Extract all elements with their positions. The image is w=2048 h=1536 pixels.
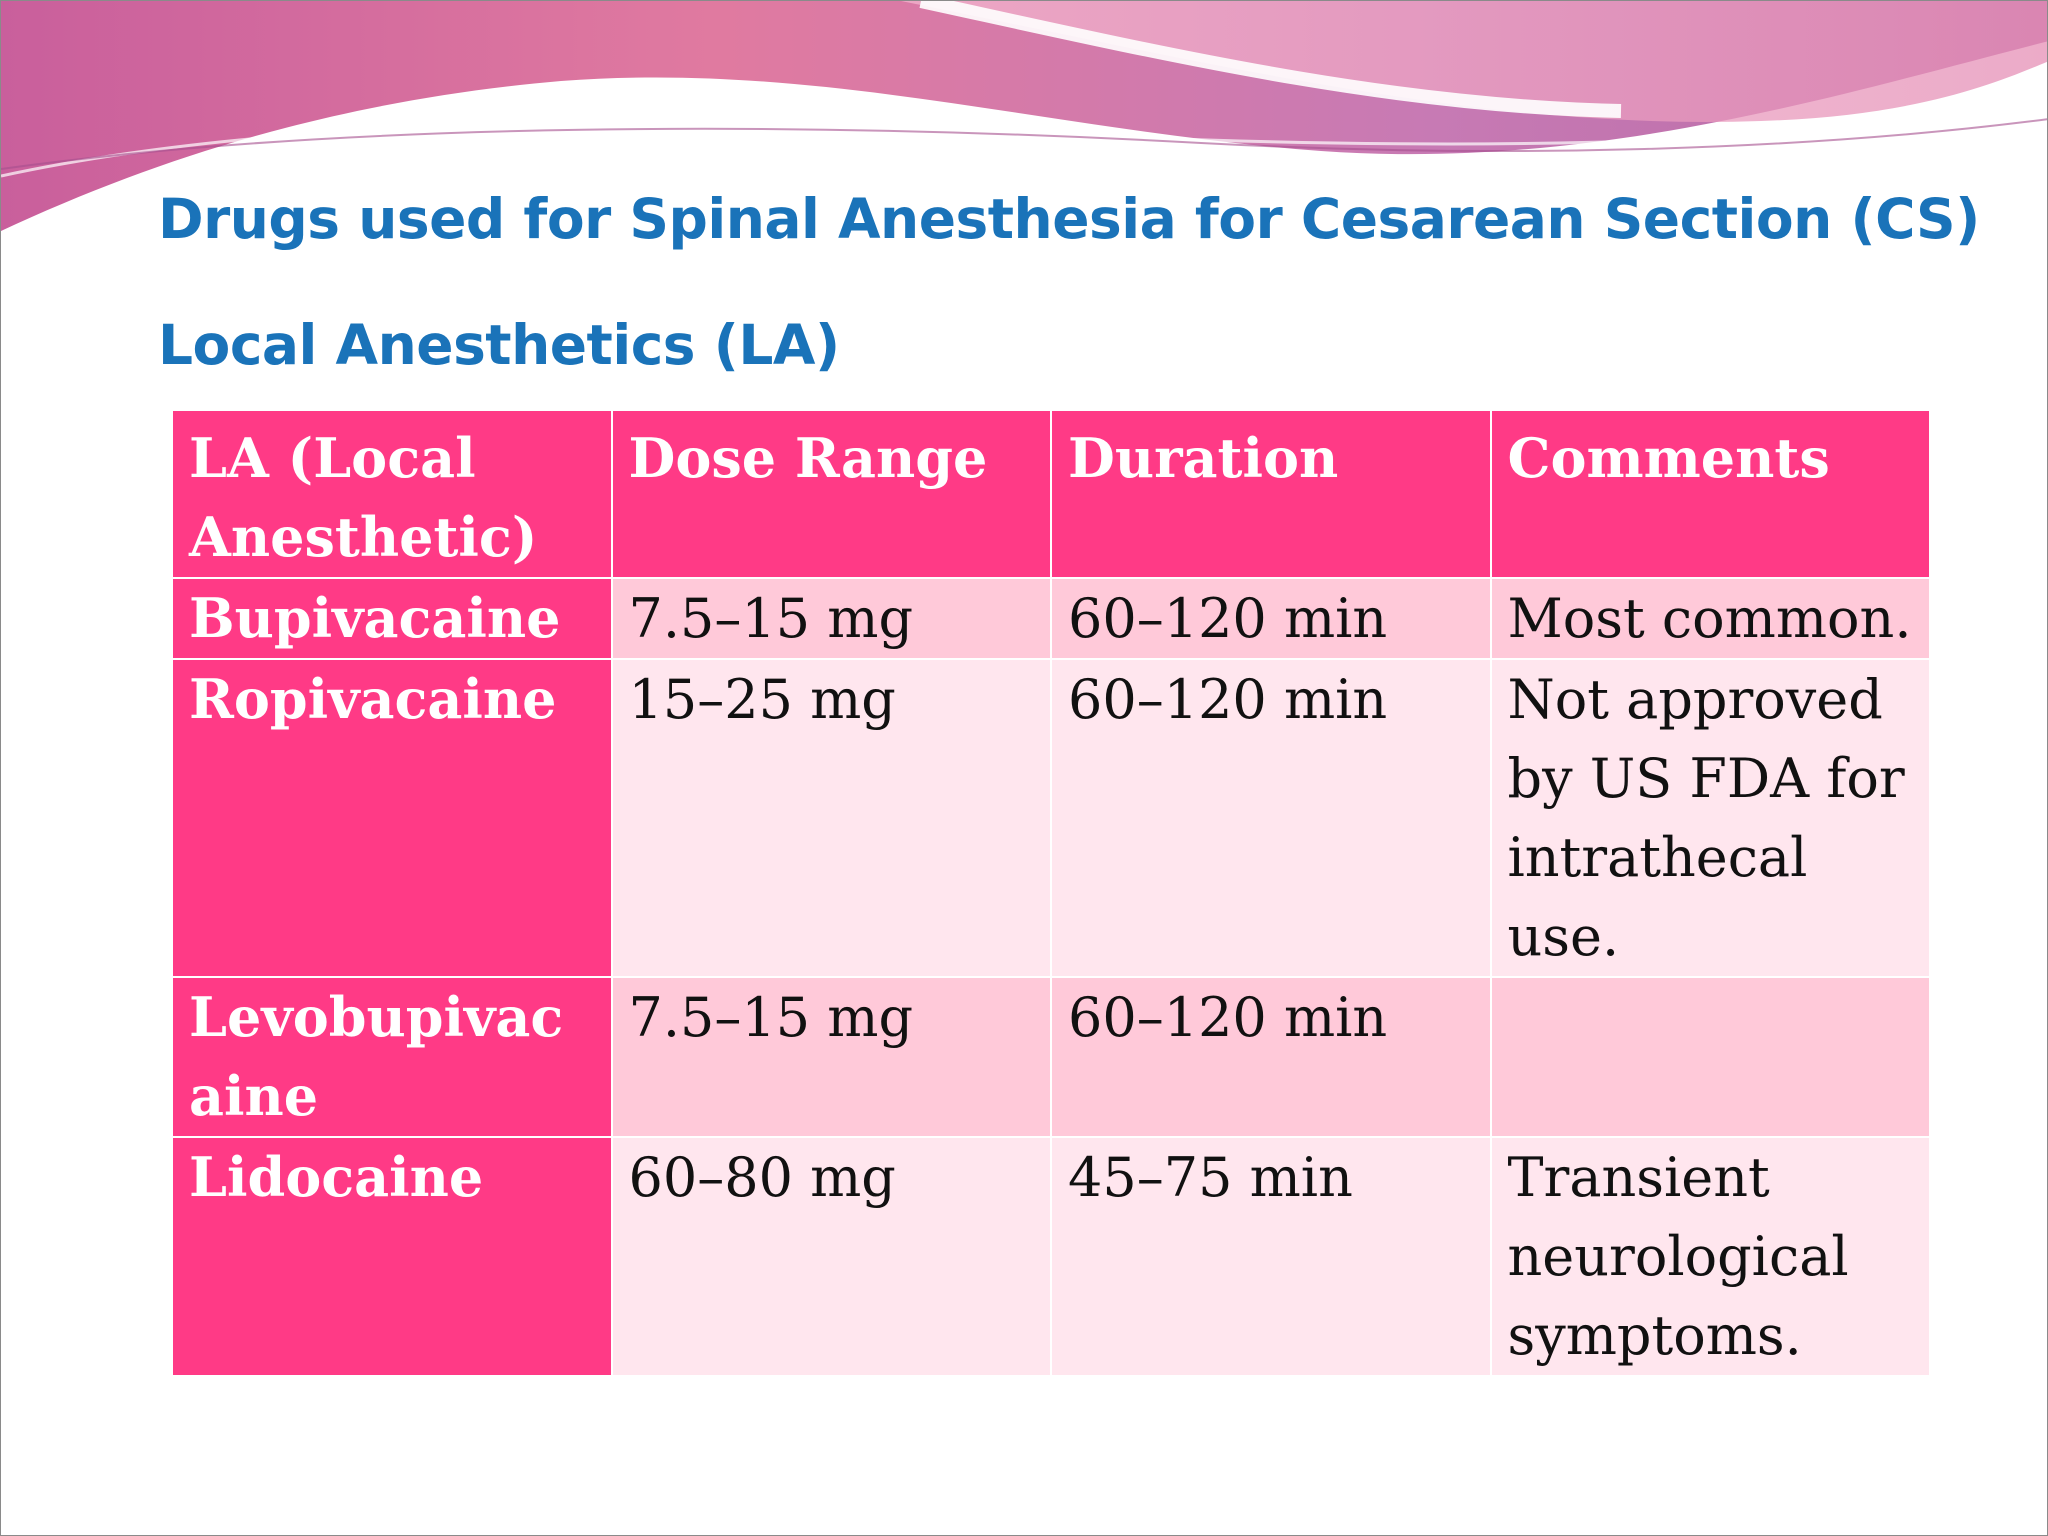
slide-title: Drugs used for Spinal Anesthesia for Ces… [158,187,1980,251]
comments [1489,976,1931,1138]
header-dose-range: Dose Range [610,409,1052,579]
comments: Most common. [1489,577,1931,660]
local-anesthetics-table: LA (Local Anesthetic) Dose Range Duratio… [171,409,1931,1377]
duration: 60–120 min [1050,577,1492,660]
header-duration: Duration [1050,409,1492,579]
duration: 45–75 min [1050,1136,1492,1377]
dose-range: 7.5–15 mg [610,577,1052,660]
duration: 60–120 min [1050,658,1492,978]
table-row: Bupivacaine 7.5–15 mg 60–120 min Most co… [171,577,1931,660]
drug-name: Lidocaine [171,1136,613,1377]
dose-range: 15–25 mg [610,658,1052,978]
comments: Transient neurological symptoms. [1489,1136,1931,1377]
table-row: Lidocaine 60–80 mg 45–75 min Transient n… [171,1136,1931,1377]
drug-name: Ropivacaine [171,658,613,978]
drug-name: Bupivacaine [171,577,613,660]
table-row: Ropivacaine 15–25 mg 60–120 min Not appr… [171,658,1931,978]
decorative-banner [1,1,2047,231]
comments: Not approved by US FDA for intrathecal u… [1489,658,1931,978]
table-row: Levobupivacaine 7.5–15 mg 60–120 min [171,976,1931,1138]
header-comments: Comments [1489,409,1931,579]
header-la: LA (Local Anesthetic) [171,409,613,579]
duration: 60–120 min [1050,976,1492,1138]
drug-name: Levobupivacaine [171,976,613,1138]
slide-subtitle: Local Anesthetics (LA) [158,313,840,377]
table-header-row: LA (Local Anesthetic) Dose Range Duratio… [171,409,1931,579]
dose-range: 7.5–15 mg [610,976,1052,1138]
dose-range: 60–80 mg [610,1136,1052,1377]
